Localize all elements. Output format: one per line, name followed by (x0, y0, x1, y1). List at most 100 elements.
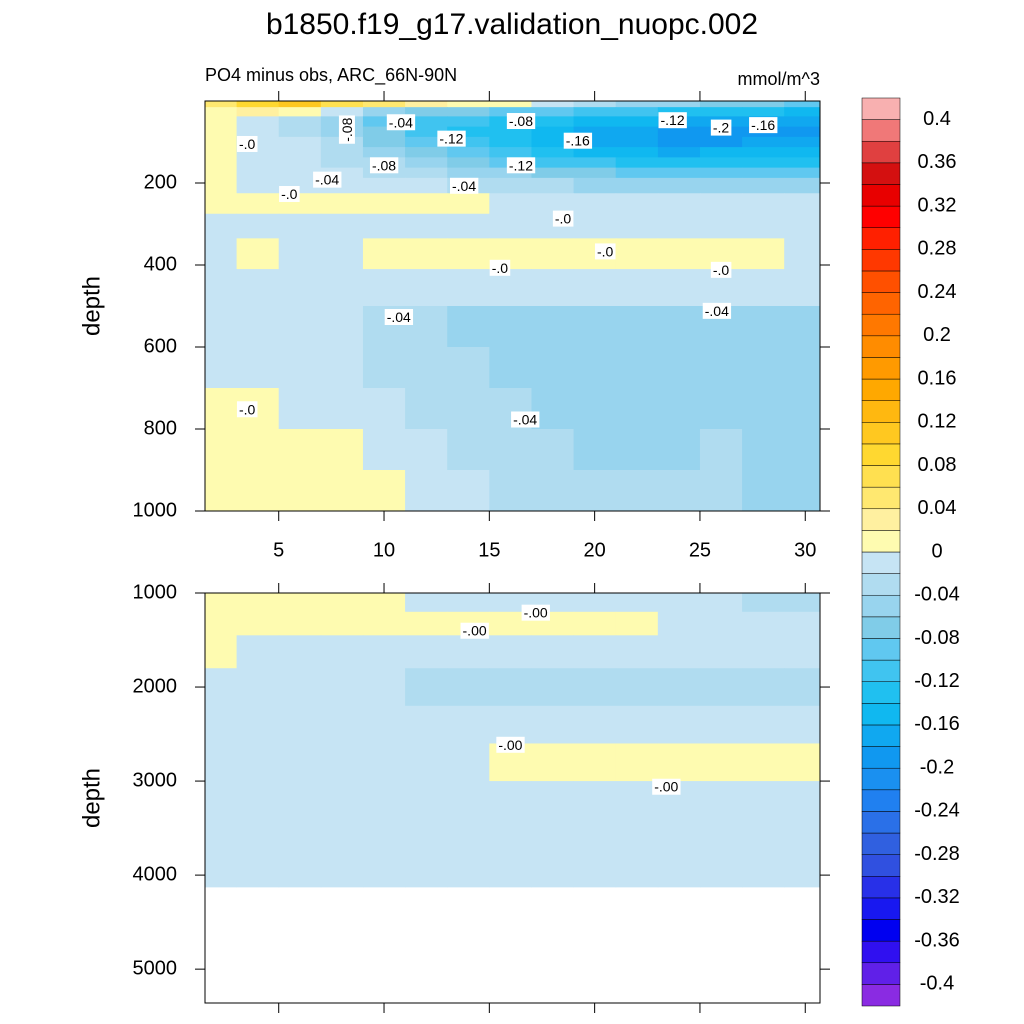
contour-cell (742, 136, 785, 148)
contour-cell (657, 705, 701, 744)
contour-cell (236, 126, 280, 138)
contour-cell (784, 818, 820, 855)
contour-label-bg (449, 177, 479, 194)
contour-cell (405, 193, 448, 215)
contour-label: -.08 (369, 157, 399, 174)
colorbar-label: -0.24 (914, 800, 960, 822)
contour-cell (742, 611, 785, 636)
contour-cell (573, 167, 617, 179)
colorbar-box (861, 530, 901, 553)
contour-cell (278, 157, 322, 169)
colorbar-box (861, 897, 901, 920)
contour-cell (573, 470, 617, 511)
contour-cell (236, 470, 280, 511)
contour-cell (489, 668, 532, 707)
contour-cell (278, 818, 322, 855)
contour-cell (531, 429, 575, 471)
contour-cell (784, 126, 820, 138)
contour-cell (615, 593, 659, 613)
contour-cell (573, 157, 617, 169)
contour-cell (447, 593, 490, 613)
contour-label-bg (236, 401, 258, 418)
contour-label: -.0 (710, 261, 732, 278)
contour-cell (742, 781, 785, 820)
contour-cell (573, 635, 617, 669)
contour-cell (615, 429, 659, 471)
contour-cell (405, 136, 448, 148)
contour-cell (320, 101, 364, 108)
contour-cell (573, 347, 617, 389)
contour-cell (573, 593, 617, 613)
contour-label-bg (710, 119, 732, 136)
contour-cell (573, 126, 617, 138)
contour-cell (531, 668, 575, 707)
contour-cell (784, 668, 820, 707)
contour-label-bg (702, 302, 732, 319)
contour-label-bg (279, 186, 300, 203)
contour-cell (742, 101, 785, 108)
y-tick-label: 2000 (133, 675, 178, 697)
colorbar-label: 0.36 (918, 151, 957, 173)
contour-cell (784, 388, 820, 430)
contour-label-text: -.00 (463, 623, 487, 639)
contour-cell (405, 470, 448, 511)
contour-cell (236, 781, 280, 820)
contour-cell (278, 101, 322, 108)
contour-cell (657, 818, 701, 855)
colorbar-label: 0.16 (918, 367, 957, 389)
contour-label-bg (338, 115, 355, 144)
contour-cell (573, 743, 617, 782)
colorbar-box (861, 249, 901, 272)
contour-label-text: -.2 (713, 120, 730, 136)
contour-cell (742, 388, 785, 430)
contour-cell (657, 743, 701, 782)
contour-label-bg (511, 411, 540, 428)
contour-cell (531, 470, 575, 511)
colorbar-box (861, 962, 901, 985)
contour-cell (362, 781, 406, 820)
contour-label-text: -.04 (452, 178, 476, 194)
contour-cell (320, 705, 364, 744)
contour-cell (531, 306, 575, 348)
contour-cell (699, 167, 743, 179)
y-tick-label: 800 (144, 417, 177, 439)
contour-cell (742, 705, 785, 744)
contour-cell (362, 818, 406, 855)
subtitle: PO4 minus obs, ARC_66N-90N (205, 65, 457, 86)
contour-cell (657, 167, 701, 179)
contour-cell (205, 388, 238, 430)
contour-cell (320, 853, 364, 888)
contour-cell (278, 705, 322, 744)
contour-cell (236, 238, 280, 270)
contour-cell (278, 126, 322, 138)
contour-cell (699, 213, 743, 239)
contour-cell (742, 107, 785, 117)
contour-label-text: -.0 (281, 186, 298, 202)
contour-cell (657, 470, 701, 511)
contour-cell (320, 668, 364, 707)
contour-cell (531, 347, 575, 389)
contour-label-bg (710, 261, 732, 278)
contour-cell (531, 147, 575, 158)
contour-cell (320, 743, 364, 782)
contour-cell (320, 388, 364, 430)
contour-cell (657, 853, 701, 888)
contour-label-text: -.04 (705, 303, 729, 319)
contour-cell (278, 611, 322, 636)
x-tick-label: 15 (478, 539, 500, 561)
contour-cell (447, 167, 490, 179)
contour-label-bg (437, 130, 466, 147)
contour-cell (657, 177, 701, 194)
contour-cell (489, 818, 532, 855)
contour-cell (573, 193, 617, 215)
contour-cell (236, 853, 280, 888)
colorbar-box (861, 184, 901, 207)
contour-cell (531, 781, 575, 820)
colorbar-label: -0.2 (920, 756, 954, 778)
contour-cell (699, 107, 743, 117)
contour-cell (742, 429, 785, 471)
colorbar-box (861, 162, 901, 185)
contour-cell (362, 705, 406, 744)
contour-label: -.00 (496, 736, 525, 753)
contour-label-text: -.00 (524, 605, 548, 621)
